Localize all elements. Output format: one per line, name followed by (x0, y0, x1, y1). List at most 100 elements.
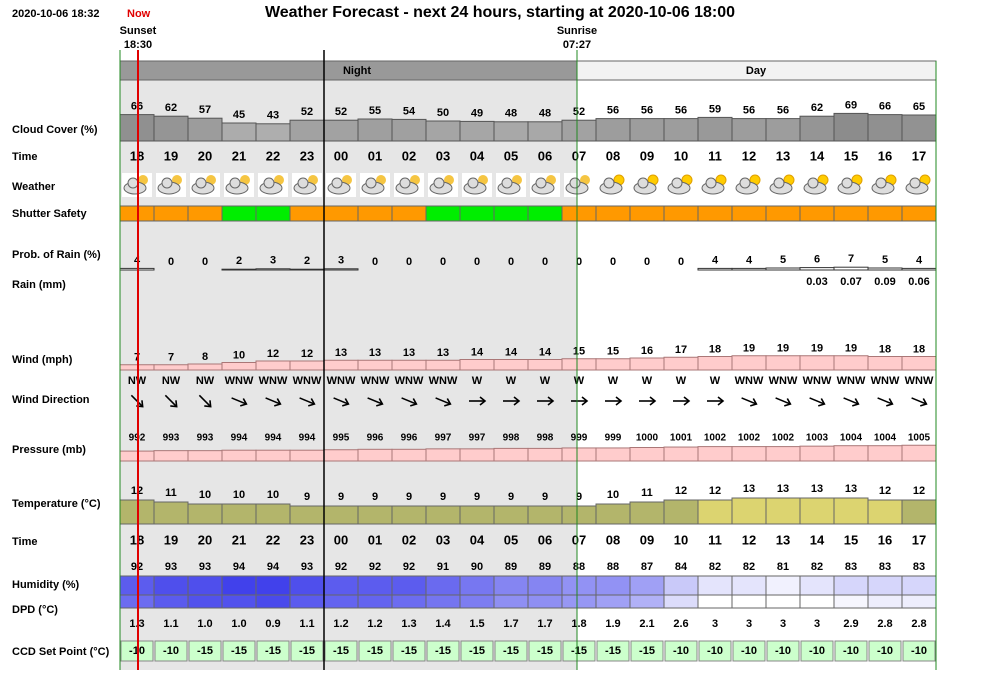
arrow-head (410, 398, 418, 407)
wind-value: 10 (233, 349, 245, 361)
humidity-cell (425, 575, 461, 596)
cloud-bar (153, 115, 189, 142)
ccd-value: -10 (163, 645, 179, 657)
humidity-cell (459, 575, 495, 596)
wind-dir: WNW (429, 375, 458, 387)
dpd-cell (425, 594, 461, 609)
rain-prob-value: 0 (406, 256, 412, 268)
wind-dir: W (574, 375, 585, 387)
temp-value: 9 (576, 491, 582, 503)
cloud-bar (459, 120, 495, 142)
wind-arrow (333, 397, 350, 407)
arrow-shaft (775, 397, 791, 405)
wind-bar (629, 357, 665, 371)
cloud-value: 69 (845, 99, 857, 111)
pressure-bar (731, 446, 767, 462)
rain-value: 0.03 (806, 276, 827, 288)
shutter-cell (799, 205, 835, 222)
pressure-value: 1000 (636, 433, 659, 444)
dpd-cell (833, 594, 869, 609)
wind-dir: W (676, 375, 687, 387)
arrow-head (784, 398, 792, 407)
cloud-puff (841, 177, 853, 189)
humidity-value: 87 (641, 561, 653, 573)
cloud-puff (637, 177, 649, 189)
row-label: Time (12, 536, 37, 548)
ccd-cell (800, 640, 834, 662)
shutter-cell (561, 205, 597, 222)
hour: 10 (674, 532, 688, 547)
dpd-value: 1.2 (333, 618, 348, 630)
hour: 06 (538, 532, 552, 547)
rain-prob-bar (697, 267, 733, 271)
wind-value: 15 (607, 346, 619, 358)
arrow-shaft (164, 394, 178, 408)
wind-dir: WNW (871, 375, 900, 387)
hour: 22 (266, 532, 280, 547)
temp-bar (561, 505, 597, 525)
temp-bar (595, 503, 631, 525)
cloud-value: 56 (641, 105, 653, 117)
arrow-head (886, 398, 894, 407)
dpd-value: 1.1 (163, 618, 178, 630)
humidity-cell (493, 575, 529, 596)
row-label: CCD Set Point (°C) (12, 646, 110, 658)
wind-dir: W (506, 375, 517, 387)
cloud-bar (867, 114, 903, 142)
temp-bar (901, 499, 937, 525)
row-label: Weather (12, 181, 56, 193)
humidity-cell (153, 575, 189, 596)
wind-dir: WNW (293, 375, 322, 387)
wind-arrow (809, 397, 826, 407)
wind-value: 7 (168, 352, 174, 364)
dpd-value: 1.3 (401, 618, 416, 630)
cloud-puff (773, 177, 785, 189)
cloud-value: 55 (369, 105, 381, 117)
row-label: Rain (mm) (12, 279, 66, 291)
rain-prob-value: 4 (916, 254, 923, 266)
arrow-shaft (435, 397, 451, 405)
hour: 19 (164, 148, 178, 163)
pressure-value: 994 (265, 433, 282, 444)
wind-dir: WNW (395, 375, 424, 387)
ccd-value: -15 (265, 645, 281, 657)
humidity-cell (833, 575, 869, 596)
hour: 13 (776, 148, 790, 163)
rain-prob-value: 3 (270, 255, 276, 267)
cloud-bar (527, 121, 563, 142)
ccd-cell (324, 640, 358, 662)
hour: 09 (640, 148, 654, 163)
humidity-cell (595, 575, 631, 596)
ccd-cell (222, 640, 256, 662)
cloud-value: 52 (301, 106, 313, 118)
humidity-cell (867, 575, 903, 596)
hour: 08 (606, 532, 620, 547)
hour: 01 (368, 148, 382, 163)
shutter-cell (629, 205, 665, 222)
hour: 02 (402, 532, 416, 547)
humidity-cell (289, 575, 325, 596)
rain-prob-bar (221, 268, 257, 271)
cloud-puff (467, 177, 479, 189)
ccd-cell (664, 640, 698, 662)
humidity-cell (357, 575, 393, 596)
humidity-cell (323, 575, 359, 596)
arrow-head (240, 398, 248, 407)
arrow-head (683, 396, 691, 406)
rain-prob-bar (867, 267, 903, 271)
dpd-value: 1.1 (299, 618, 314, 630)
humidity-cell (629, 575, 665, 596)
cloud-bar (255, 123, 291, 142)
wind-value: 13 (437, 347, 449, 359)
dpd-cell (799, 594, 835, 609)
pressure-value: 1001 (670, 433, 693, 444)
ccd-cell (256, 640, 290, 662)
arrow-head (750, 398, 758, 407)
temp-bar (153, 501, 189, 525)
temp-value: 9 (372, 491, 378, 503)
arrow-shaft (911, 397, 927, 405)
shutter-cell (459, 205, 495, 222)
rain-prob-value: 0 (678, 256, 684, 268)
wind-arrow (605, 396, 623, 406)
temp-bar (357, 505, 393, 525)
